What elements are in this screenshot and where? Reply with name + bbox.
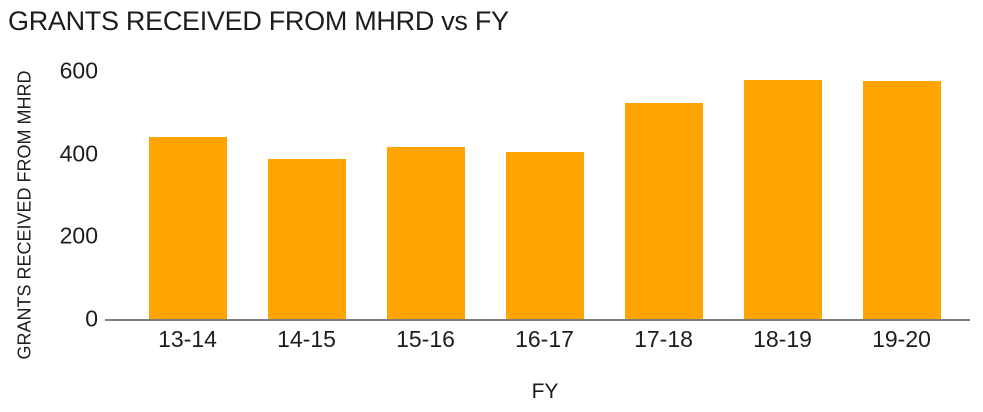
y-tick-label: 400 [59,140,98,167]
bar-16-17 [505,152,584,319]
chart-title: GRANTS RECEIVED FROM MHRD vs FY [8,6,509,36]
bar-17-18 [624,103,703,319]
y-tick-label: 0 [85,305,98,332]
x-tick-label: 19-20 [872,326,931,352]
x-tick-label: 16-17 [515,326,574,352]
bar-13-14 [148,137,227,319]
x-tick-label: 15-16 [396,326,455,352]
bar-18-19 [743,80,822,319]
bar-15-16 [386,147,465,319]
x-tick-label: 13-14 [158,326,217,352]
bar-14-15 [267,159,346,319]
y-tick-label: 600 [59,57,98,84]
plot-area: 13-14 14-15 15-16 16-17 17-18 18-19 19-20 0 200 4… [60,59,970,352]
y-tick-label: 200 [59,222,98,249]
x-tick-label: 14-15 [277,326,336,352]
y-axis-title: GRANTS RECEIVED FROM MHRD [14,70,35,360]
bar-19-20 [862,81,941,319]
x-tick-label: 17-18 [634,326,693,352]
x-axis-title: FY [531,380,559,403]
x-tick-label: 18-19 [753,326,812,352]
